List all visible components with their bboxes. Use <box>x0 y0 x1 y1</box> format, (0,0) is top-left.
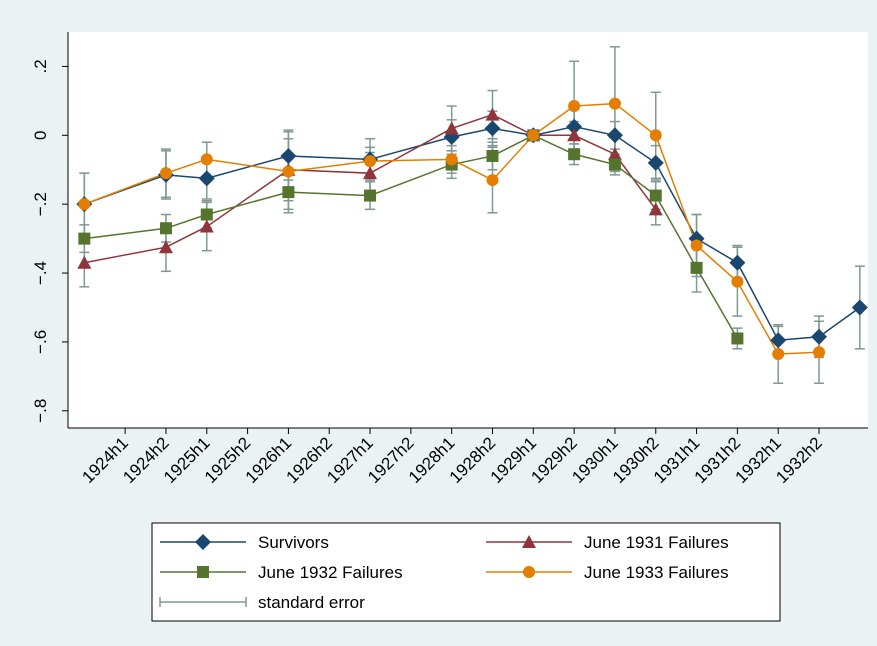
marker <box>364 189 377 202</box>
marker <box>608 158 621 171</box>
legend <box>151 522 781 622</box>
marker <box>649 189 662 202</box>
marker <box>486 149 499 162</box>
marker <box>813 346 826 359</box>
marker <box>77 255 92 269</box>
marker <box>198 170 215 187</box>
marker <box>608 97 621 110</box>
marker <box>158 240 173 254</box>
marker <box>567 128 582 142</box>
marker <box>770 332 787 349</box>
marker <box>200 208 213 221</box>
marker <box>364 155 377 168</box>
legend-label: June 1931 Failures <box>584 533 729 552</box>
marker <box>280 147 297 164</box>
marker <box>568 148 581 161</box>
marker <box>527 129 540 142</box>
marker <box>690 239 703 252</box>
marker <box>811 328 828 345</box>
marker <box>445 153 458 166</box>
y-tick-label: −.2 <box>31 192 50 216</box>
legend-label: standard error <box>258 593 365 612</box>
marker <box>485 107 500 121</box>
series-line <box>84 125 861 341</box>
marker <box>607 147 622 161</box>
marker <box>78 198 91 211</box>
marker <box>690 261 703 274</box>
marker <box>649 129 662 142</box>
marker <box>199 219 214 233</box>
marker <box>159 167 172 180</box>
marker <box>200 153 213 166</box>
y-tick-label: −.6 <box>31 330 50 354</box>
legend-marker <box>197 566 209 578</box>
legend-marker <box>523 566 535 578</box>
legend-label: Survivors <box>258 533 329 552</box>
legend-label: June 1932 Failures <box>258 563 403 582</box>
marker <box>566 118 583 135</box>
marker <box>851 299 868 316</box>
plot-area <box>68 32 868 428</box>
marker <box>159 222 172 235</box>
marker <box>282 186 295 199</box>
marker <box>444 121 459 135</box>
marker <box>282 165 295 178</box>
marker <box>568 100 581 113</box>
marker <box>486 174 499 187</box>
y-tick-label: .2 <box>31 59 50 73</box>
marker <box>363 166 378 180</box>
y-tick-label: −.4 <box>31 261 50 285</box>
legend-marker <box>522 535 536 548</box>
marker <box>729 254 746 271</box>
marker <box>731 332 744 345</box>
y-tick-label: 0 <box>31 131 50 140</box>
marker <box>648 202 663 216</box>
marker <box>647 154 664 171</box>
marker <box>772 347 785 360</box>
marker <box>484 120 501 137</box>
legend-marker <box>195 534 211 550</box>
y-tick-label: −.8 <box>31 399 50 423</box>
marker <box>731 275 744 288</box>
marker <box>606 127 623 144</box>
legend-label: June 1933 Failures <box>584 563 729 582</box>
marker <box>78 232 91 245</box>
